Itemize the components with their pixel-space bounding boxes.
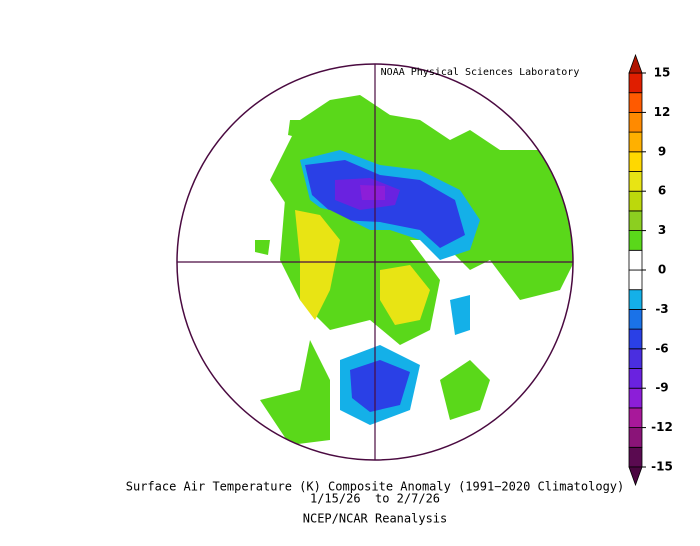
colorbar-tick-label: 12 (654, 105, 671, 119)
colorbar-segment (628, 289, 643, 310)
colorbar-segment (628, 407, 643, 428)
colorbar-segment (628, 171, 643, 192)
colorbar-segment (628, 308, 643, 330)
colorbar-segment (628, 92, 643, 113)
colorbar-tick-label: -15 (651, 460, 673, 474)
colorbar-tick-label: -12 (651, 420, 673, 434)
warm-anomaly (255, 120, 305, 255)
colorbar-segment (628, 210, 643, 231)
colorbar-tick-label: -9 (655, 381, 668, 395)
caption-dates: 1/15/26 to 2/7/26 (310, 492, 440, 506)
colorbar-segment (628, 151, 643, 172)
colorbar-segment (628, 348, 643, 369)
colorbar-tick-label: -6 (655, 341, 668, 355)
colorbar-segment (628, 446, 643, 468)
colorbar-tick-label: 6 (658, 184, 666, 198)
colorbar-segment (628, 230, 643, 251)
colorbar-segment (628, 112, 643, 133)
colorbar-tick-label: -3 (655, 302, 668, 316)
warm-anomaly (380, 265, 430, 325)
warm-anomaly (440, 360, 490, 420)
cold-anomaly (360, 185, 385, 200)
colorbar-under (628, 466, 643, 487)
colorbar-over (628, 53, 643, 74)
colorbar-segment (628, 269, 643, 291)
caption-source: NCEP/NCAR Reanalysis (303, 512, 448, 526)
colorbar-tick-label: 9 (658, 144, 666, 158)
colorbar-tick-label: 0 (658, 263, 666, 277)
colorbar-tick-label: 15 (654, 66, 671, 80)
map-border (176, 63, 574, 461)
colorbar-segment (628, 328, 643, 350)
cold-anomaly (450, 295, 470, 335)
colorbar-segment (628, 368, 643, 389)
colorbar-segment (628, 249, 643, 271)
colorbar-segment (628, 427, 643, 448)
colorbar-tick-label: 3 (658, 223, 666, 237)
warm-anomaly (260, 340, 330, 445)
colorbar: 15 12 9 6 3 0 -3 -6 -9 -12 -15 (628, 53, 673, 487)
warm-anomaly (295, 210, 340, 320)
colorbar-segment (628, 131, 643, 153)
caption-title: Surface Air Temperature (K) Composite An… (126, 480, 625, 494)
colorbar-segment (628, 72, 643, 94)
cold-anomaly (350, 360, 410, 412)
colorbar-segment (628, 387, 643, 409)
colorbar-segment (628, 190, 643, 212)
map (177, 64, 573, 460)
credit: NOAA Physical Sciences Laboratory (381, 67, 580, 78)
